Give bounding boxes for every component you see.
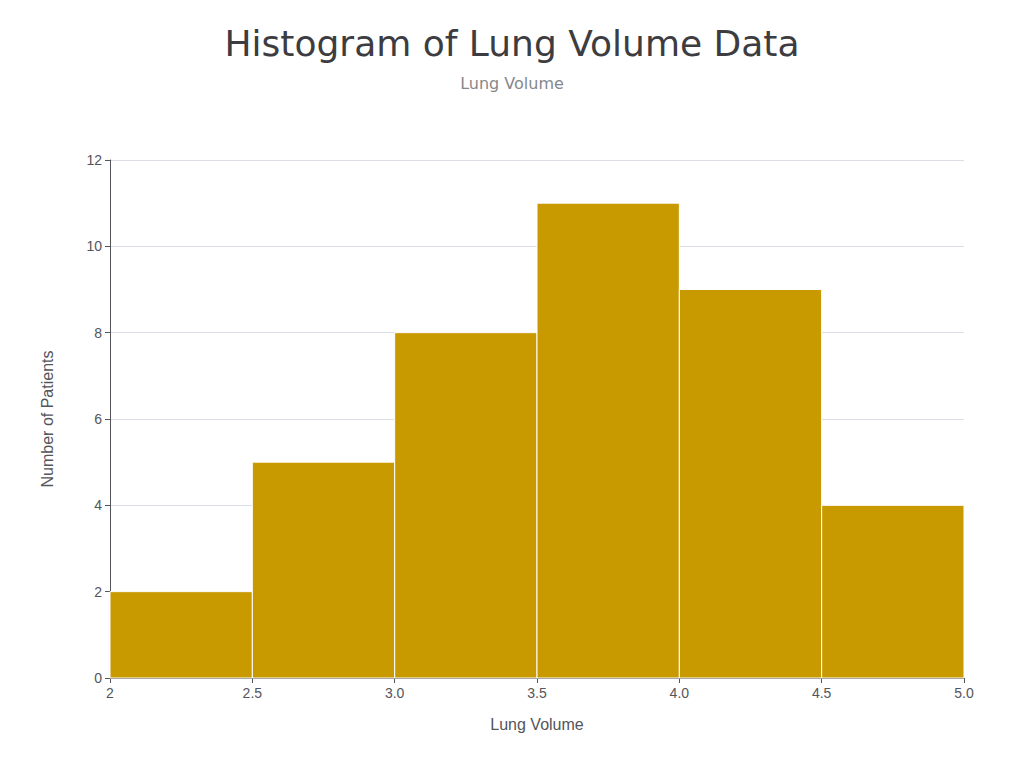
svg-text:10: 10 — [86, 238, 102, 254]
svg-text:0: 0 — [94, 670, 102, 686]
svg-text:4: 4 — [94, 497, 102, 513]
svg-text:Histogram of Lung Volume Data: Histogram of Lung Volume Data — [225, 23, 800, 64]
svg-text:3.0: 3.0 — [385, 685, 405, 701]
svg-text:2.5: 2.5 — [243, 685, 263, 701]
svg-text:5.0: 5.0 — [954, 685, 974, 701]
svg-text:4.0: 4.0 — [670, 685, 690, 701]
svg-text:4.5: 4.5 — [812, 685, 832, 701]
svg-text:Lung Volume: Lung Volume — [490, 716, 584, 733]
svg-text:2: 2 — [94, 584, 102, 600]
svg-text:Lung Volume: Lung Volume — [460, 74, 564, 93]
svg-text:Number of Patients: Number of Patients — [39, 351, 56, 488]
svg-text:6: 6 — [94, 411, 102, 427]
svg-text:2: 2 — [106, 685, 114, 701]
svg-text:12: 12 — [86, 152, 102, 168]
svg-text:8: 8 — [94, 325, 102, 341]
svg-text:3.5: 3.5 — [527, 685, 547, 701]
